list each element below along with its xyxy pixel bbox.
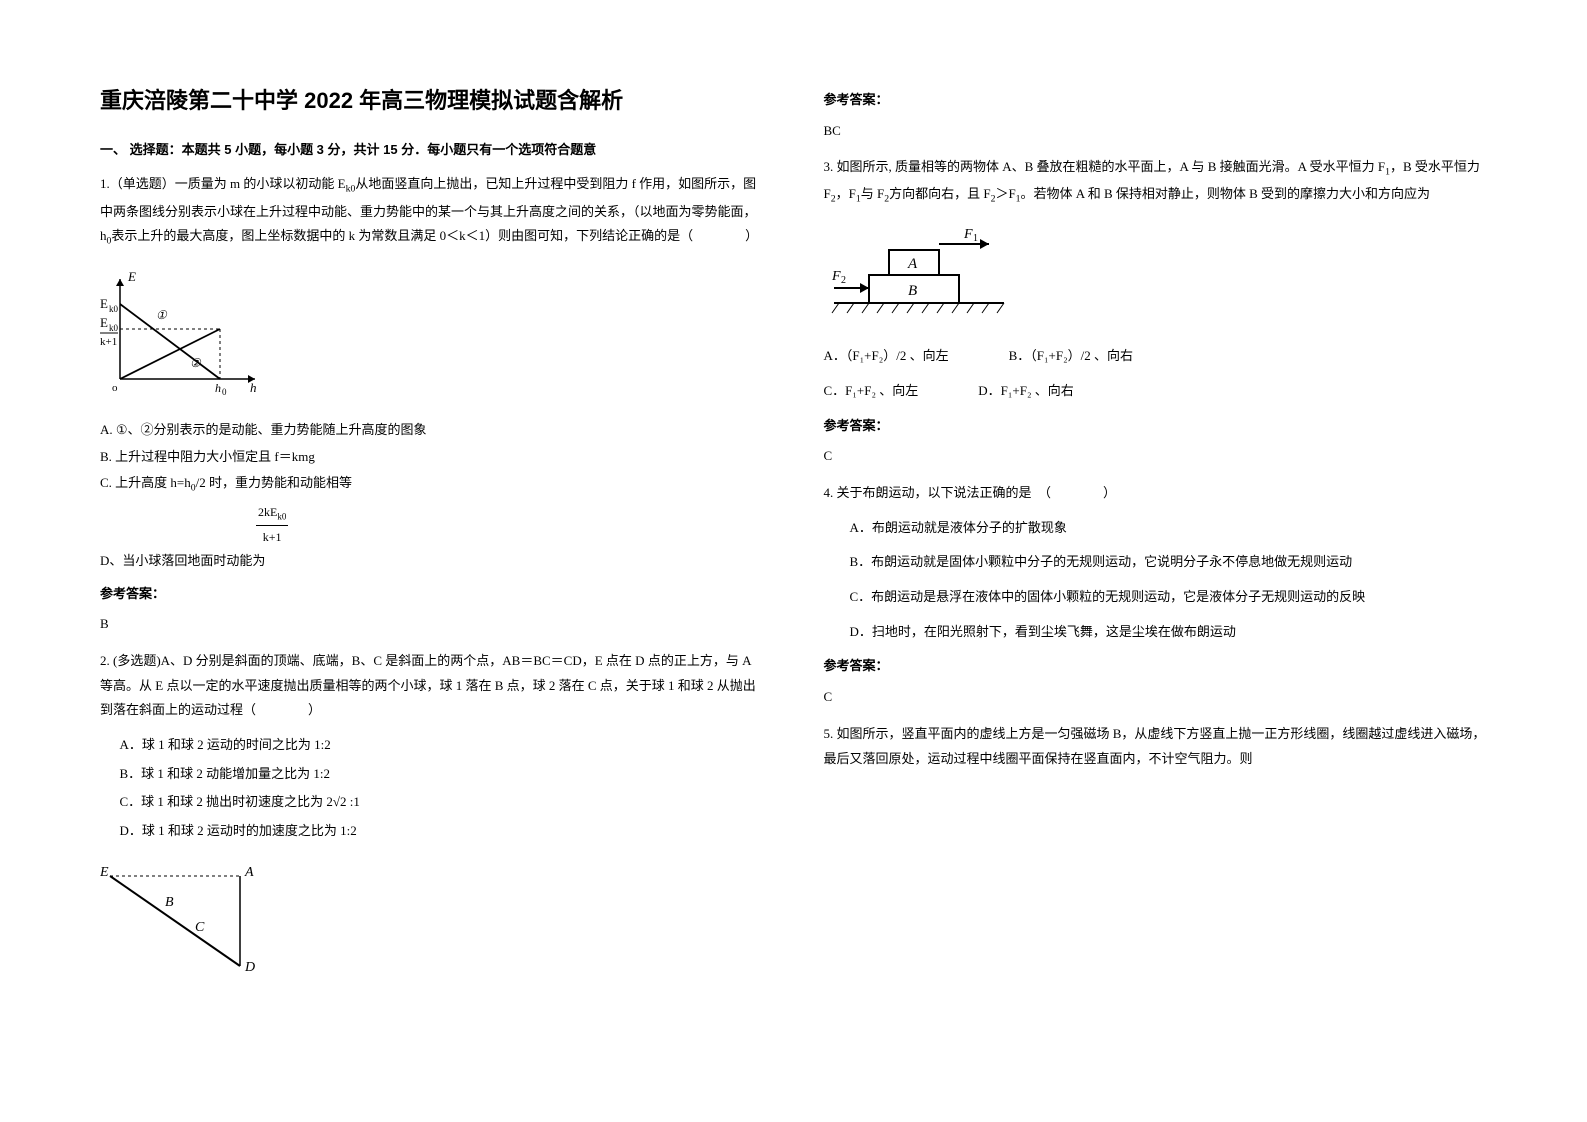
answer-3: C	[824, 444, 1488, 469]
q1-option-c: C. 上升高度 h=h0/2 时，重力势能和动能相等	[100, 471, 764, 498]
q1-sub-ek0: k0	[346, 184, 356, 195]
q2-figure: E A B C D	[100, 856, 260, 976]
q2-option-d: D．球 1 和球 2 运动时的加速度之比为 1:2	[120, 819, 764, 844]
answer-label-2: 参考答案：	[824, 88, 1488, 113]
svg-text:E: E	[100, 296, 108, 311]
q4-option-a: A．布朗运动就是液体分子的扩散现象	[824, 516, 1488, 541]
q1-figure: ① ② E Ek0 Ek0 k+1 h0 h o	[100, 269, 270, 399]
svg-text:B: B	[908, 283, 917, 299]
page-title: 重庆涪陵第二十中学 2022 年高三物理模拟试题含解析	[100, 80, 764, 122]
q1-option-a: A. ①、②分别表示的是动能、重力势能随上升高度的图象	[100, 418, 764, 443]
q3-option-c: C．F₁+F₂ 、向左	[824, 379, 919, 404]
q3-option-d: D．F₁+F₂ 、向右	[978, 379, 1074, 404]
q4-option-d: D．扫地时，在阳光照射下，看到尘埃飞舞，这是尘埃在做布朗运动	[824, 620, 1488, 645]
q1-stem-c: 表示上升的最大高度，图上坐标数据中的 k 为常数且满足 0＜k＜1）则由图可知，…	[111, 228, 758, 243]
answer-label-3: 参考答案：	[824, 414, 1488, 439]
q1-option-d: 2kEk0 k+1 D、当小球落回地面时动能为	[100, 501, 764, 574]
svg-text:k0: k0	[109, 304, 119, 314]
answer-2: BC	[824, 119, 1488, 144]
q1-stem-a: 1.（单选题）一质量为 m 的小球以初动能 E	[100, 176, 346, 191]
svg-text:E: E	[100, 315, 108, 330]
answer-label-4: 参考答案：	[824, 654, 1488, 679]
svg-text:1: 1	[973, 233, 978, 244]
q2-option-b: B．球 1 和球 2 动能增加量之比为 1:2	[120, 762, 764, 787]
q2-option-a: A．球 1 和球 2 运动的时间之比为 1:2	[120, 733, 764, 758]
question-1: 1.（单选题）一质量为 m 的小球以初动能 Ek0从地面竖直向上抛出，已知上升过…	[100, 172, 764, 251]
q3-options-row2: C．F₁+F₂ 、向左 D．F₁+F₂ 、向右	[824, 379, 1488, 404]
q4-option-b: B．布朗运动就是固体小颗粒中分子的无规则运动，它说明分子永不停息地做无规则运动	[824, 550, 1488, 575]
svg-text:F: F	[831, 269, 841, 284]
svg-text:①: ①	[156, 308, 168, 322]
q3-options-row1: A．（F₁+F₂）/2 、向左 B．（F₁+F₂）/2 、向右	[824, 344, 1488, 369]
svg-text:h: h	[215, 381, 221, 395]
left-column: 重庆涪陵第二十中学 2022 年高三物理模拟试题含解析 一、 选择题：本题共 5…	[100, 80, 764, 992]
answer-1: B	[100, 612, 764, 637]
right-column: 参考答案： BC 3. 如图所示, 质量相等的两物体 A、B 叠放在粗糙的水平面…	[824, 80, 1488, 992]
q1-option-b: B. 上升过程中阻力大小恒定且 f＝kmg	[100, 445, 764, 470]
question-2: 2. (多选题)A、D 分别是斜面的顶端、底端，B、C 是斜面上的两个点，AB＝…	[100, 649, 764, 723]
svg-text:A: A	[244, 865, 254, 880]
q4-option-c: C．布朗运动是悬浮在液体中的固体小颗粒的无规则运动，它是液体分子无规则运动的反映	[824, 585, 1488, 610]
svg-text:E: E	[100, 865, 109, 880]
svg-text:h: h	[250, 380, 257, 395]
svg-text:F: F	[963, 228, 973, 242]
svg-text:o: o	[112, 382, 118, 394]
q3-option-a: A．（F₁+F₂）/2 、向左	[824, 344, 949, 369]
svg-text:B: B	[165, 895, 174, 910]
svg-text:E: E	[127, 269, 136, 284]
svg-text:k0: k0	[109, 323, 119, 333]
q3-figure: A B F1 F2	[824, 228, 1024, 318]
svg-text:C: C	[195, 920, 205, 935]
question-4: 4. 关于布朗运动，以下说法正确的是 （ ）	[824, 481, 1488, 506]
svg-text:k+1: k+1	[100, 336, 117, 348]
q2-option-c: C．球 1 和球 2 抛出时初速度之比为 2√2 :1	[120, 790, 764, 815]
svg-text:A: A	[907, 256, 918, 272]
svg-text:②: ②	[190, 356, 202, 370]
question-5: 5. 如图所示，竖直平面内的虚线上方是一匀强磁场 B，从虚线下方竖直上抛一正方形…	[824, 722, 1488, 771]
question-3: 3. 如图所示, 质量相等的两物体 A、B 叠放在粗糙的水平面上，A 与 B 接…	[824, 155, 1488, 209]
svg-text:D: D	[244, 960, 255, 975]
svg-text:0: 0	[222, 387, 227, 397]
svg-text:2: 2	[841, 275, 846, 286]
section-heading: 一、 选择题：本题共 5 小题，每小题 3 分，共计 15 分．每小题只有一个选…	[100, 138, 764, 163]
q3-option-b: B．（F₁+F₂）/2 、向右	[1009, 344, 1133, 369]
answer-label-1: 参考答案：	[100, 582, 764, 607]
answer-4: C	[824, 685, 1488, 710]
